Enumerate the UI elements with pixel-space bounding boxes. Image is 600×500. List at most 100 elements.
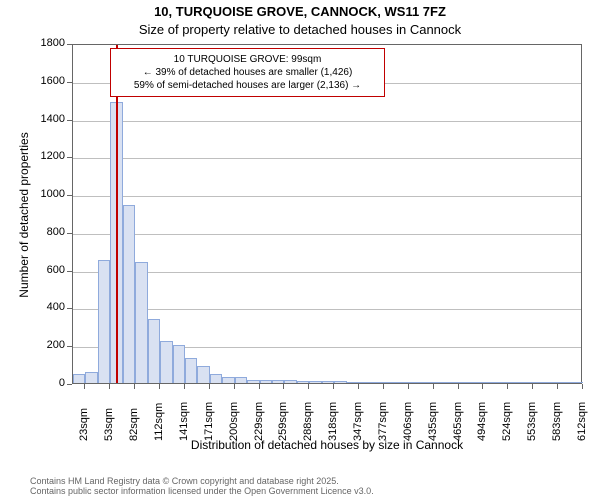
y-tick <box>67 271 72 272</box>
x-tick <box>184 384 185 389</box>
y-gridline <box>73 196 581 197</box>
histogram-bar <box>546 382 558 383</box>
histogram-bar <box>297 381 309 383</box>
histogram-bar <box>384 382 396 383</box>
x-tick <box>358 384 359 389</box>
annotation-line: ← 39% of detached houses are smaller (1,… <box>117 66 378 79</box>
y-gridline <box>73 158 581 159</box>
histogram-bar <box>85 372 97 383</box>
y-gridline <box>73 272 581 273</box>
histogram-bar <box>322 381 334 383</box>
x-tick <box>333 384 334 389</box>
y-tick-label: 600 <box>27 264 65 276</box>
histogram-bar <box>123 205 135 383</box>
y-gridline <box>73 234 581 235</box>
x-tick-label: 553sqm <box>526 391 538 441</box>
histogram-bar <box>558 382 570 383</box>
x-tick-label: 200sqm <box>228 391 240 441</box>
y-tick-label: 1000 <box>27 188 65 200</box>
histogram-bar <box>197 366 209 383</box>
y-tick <box>67 233 72 234</box>
annotation-line: 10 TURQUOISE GROVE: 99sqm <box>117 53 378 66</box>
x-tick-label: 259sqm <box>277 391 289 441</box>
x-tick-label: 229sqm <box>253 391 265 441</box>
x-tick <box>433 384 434 389</box>
histogram-bar <box>309 381 321 383</box>
histogram-bar <box>508 382 520 383</box>
histogram-bar <box>235 377 247 383</box>
annotation-line: 59% of semi-detached houses are larger (… <box>117 79 378 92</box>
y-gridline <box>73 309 581 310</box>
x-tick <box>383 384 384 389</box>
x-tick-label: 406sqm <box>402 391 414 441</box>
y-tick-label: 1600 <box>27 75 65 87</box>
histogram-bar <box>272 380 284 383</box>
x-tick <box>109 384 110 389</box>
x-tick-label: 112sqm <box>153 391 165 441</box>
histogram-bar <box>483 382 495 383</box>
x-tick-label: 318sqm <box>327 391 339 441</box>
x-tick <box>507 384 508 389</box>
y-tick <box>67 384 72 385</box>
chart-title-line2: Size of property relative to detached ho… <box>0 22 600 37</box>
histogram-bar <box>347 382 359 384</box>
histogram-bar <box>247 380 259 383</box>
histogram-bar <box>521 382 533 383</box>
x-tick-label: 288sqm <box>302 391 314 441</box>
x-tick-label: 612sqm <box>576 391 588 441</box>
histogram-bar <box>471 382 483 383</box>
chart-title-line1: 10, TURQUOISE GROVE, CANNOCK, WS11 7FZ <box>0 4 600 19</box>
y-tick <box>67 44 72 45</box>
x-tick <box>557 384 558 389</box>
footer-text: Contains HM Land Registry data © Crown c… <box>0 476 600 496</box>
y-tick <box>67 308 72 309</box>
x-tick <box>408 384 409 389</box>
x-tick <box>532 384 533 389</box>
x-tick <box>482 384 483 389</box>
histogram-bar <box>496 382 508 383</box>
x-tick-label: 524sqm <box>501 391 513 441</box>
x-tick <box>209 384 210 389</box>
histogram-bar <box>434 382 446 383</box>
x-tick-label: 435sqm <box>427 391 439 441</box>
y-tick-label: 200 <box>27 339 65 351</box>
x-tick-label: 494sqm <box>476 391 488 441</box>
x-tick <box>84 384 85 389</box>
x-tick-label: 23sqm <box>78 391 90 441</box>
y-tick-label: 1200 <box>27 150 65 162</box>
x-tick-label: 347sqm <box>352 391 364 441</box>
y-tick <box>67 120 72 121</box>
histogram-bar <box>98 260 110 383</box>
histogram-bar <box>73 374 85 383</box>
histogram-bar <box>409 382 421 383</box>
histogram-bar <box>359 382 371 383</box>
histogram-bar <box>222 377 234 383</box>
x-tick <box>134 384 135 389</box>
x-tick <box>159 384 160 389</box>
x-tick <box>458 384 459 389</box>
histogram-bar <box>260 380 272 383</box>
y-tick-label: 400 <box>27 301 65 313</box>
y-gridline <box>73 121 581 122</box>
histogram-bar <box>459 382 471 383</box>
x-tick <box>582 384 583 389</box>
histogram-bar <box>148 319 160 383</box>
histogram-bar <box>185 358 197 383</box>
histogram-bar <box>421 382 433 383</box>
x-tick <box>234 384 235 389</box>
histogram-bar <box>173 345 185 383</box>
y-tick <box>67 157 72 158</box>
histogram-bar <box>284 380 296 383</box>
histogram-bar <box>372 382 384 383</box>
annotation-box: 10 TURQUOISE GROVE: 99sqm← 39% of detach… <box>110 48 385 97</box>
y-axis-label: Number of detached properties <box>17 115 31 315</box>
histogram-bar <box>446 382 458 383</box>
histogram-bar <box>396 382 408 383</box>
y-tick-label: 0 <box>27 377 65 389</box>
footer-line1: Contains HM Land Registry data © Crown c… <box>30 476 600 486</box>
histogram-bar <box>571 382 583 383</box>
x-tick-label: 465sqm <box>452 391 464 441</box>
x-tick-label: 583sqm <box>551 391 563 441</box>
x-tick-label: 82sqm <box>128 391 140 441</box>
x-tick <box>259 384 260 389</box>
